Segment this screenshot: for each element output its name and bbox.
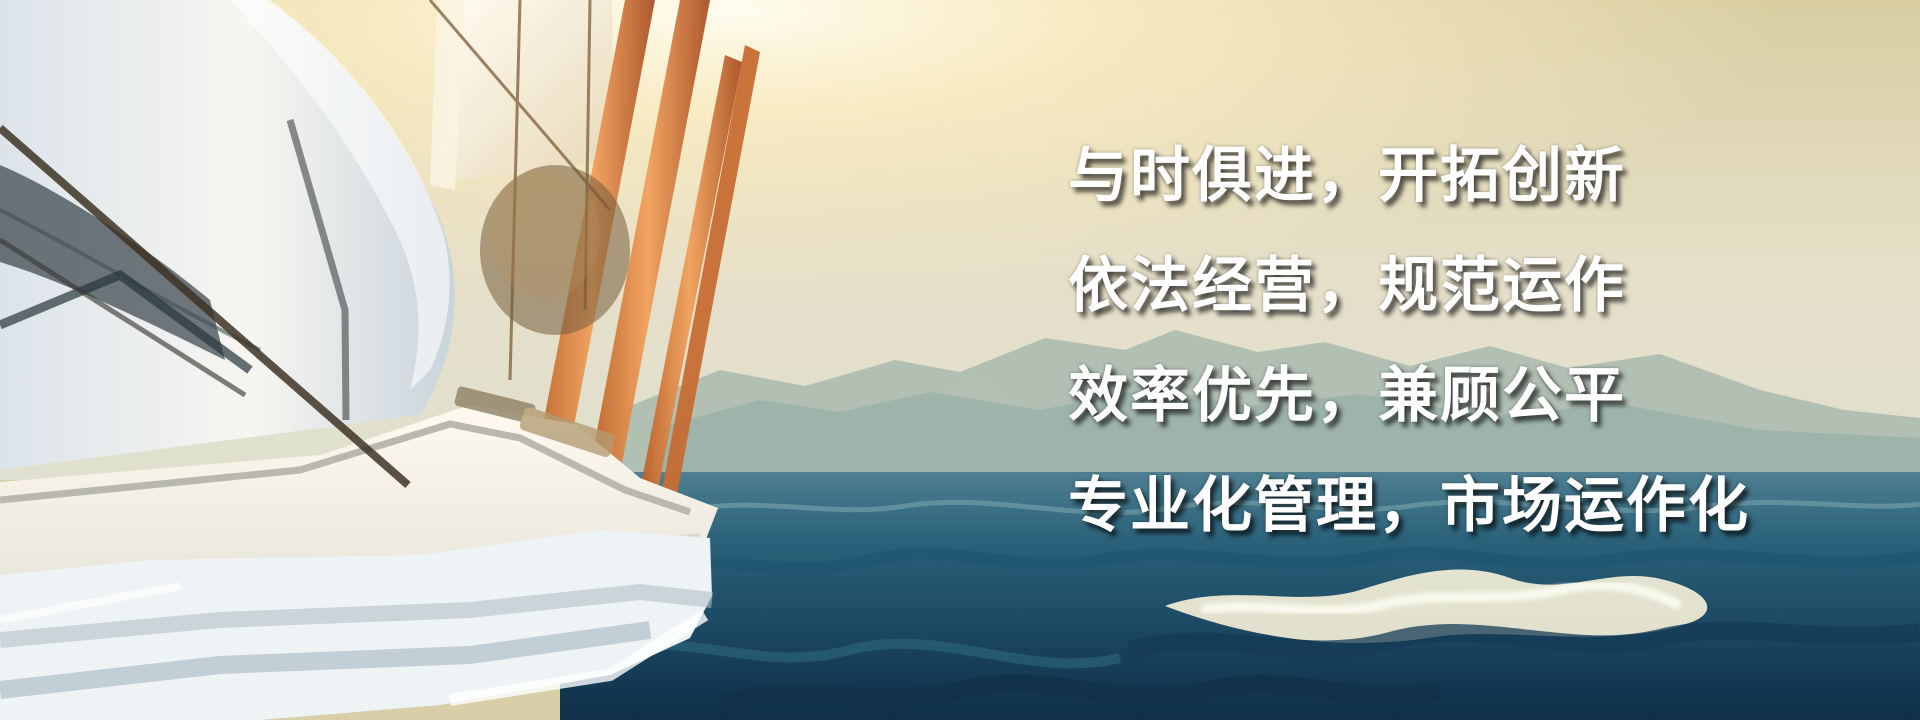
slogan-line-3: 效率优先，兼顾公平	[1068, 361, 1626, 431]
mountain-haze	[650, 388, 1920, 486]
deck-hardware	[454, 165, 630, 457]
slogan-block: 与时俱进，开拓创新 依法经营，规范运作 效率优先，兼顾公平 专业化管理，市场运作…	[1068, 146, 1788, 536]
sea-highlights	[689, 499, 1920, 516]
forestay	[0, 124, 411, 489]
slogan-line-2: 依法经营，规范运作	[1068, 251, 1626, 321]
sail	[440, 0, 615, 182]
slogan-line-1: 与时俱进，开拓创新	[1068, 141, 1626, 211]
slogan-line-4: 专业化管理，市场运作化	[1068, 471, 1750, 541]
